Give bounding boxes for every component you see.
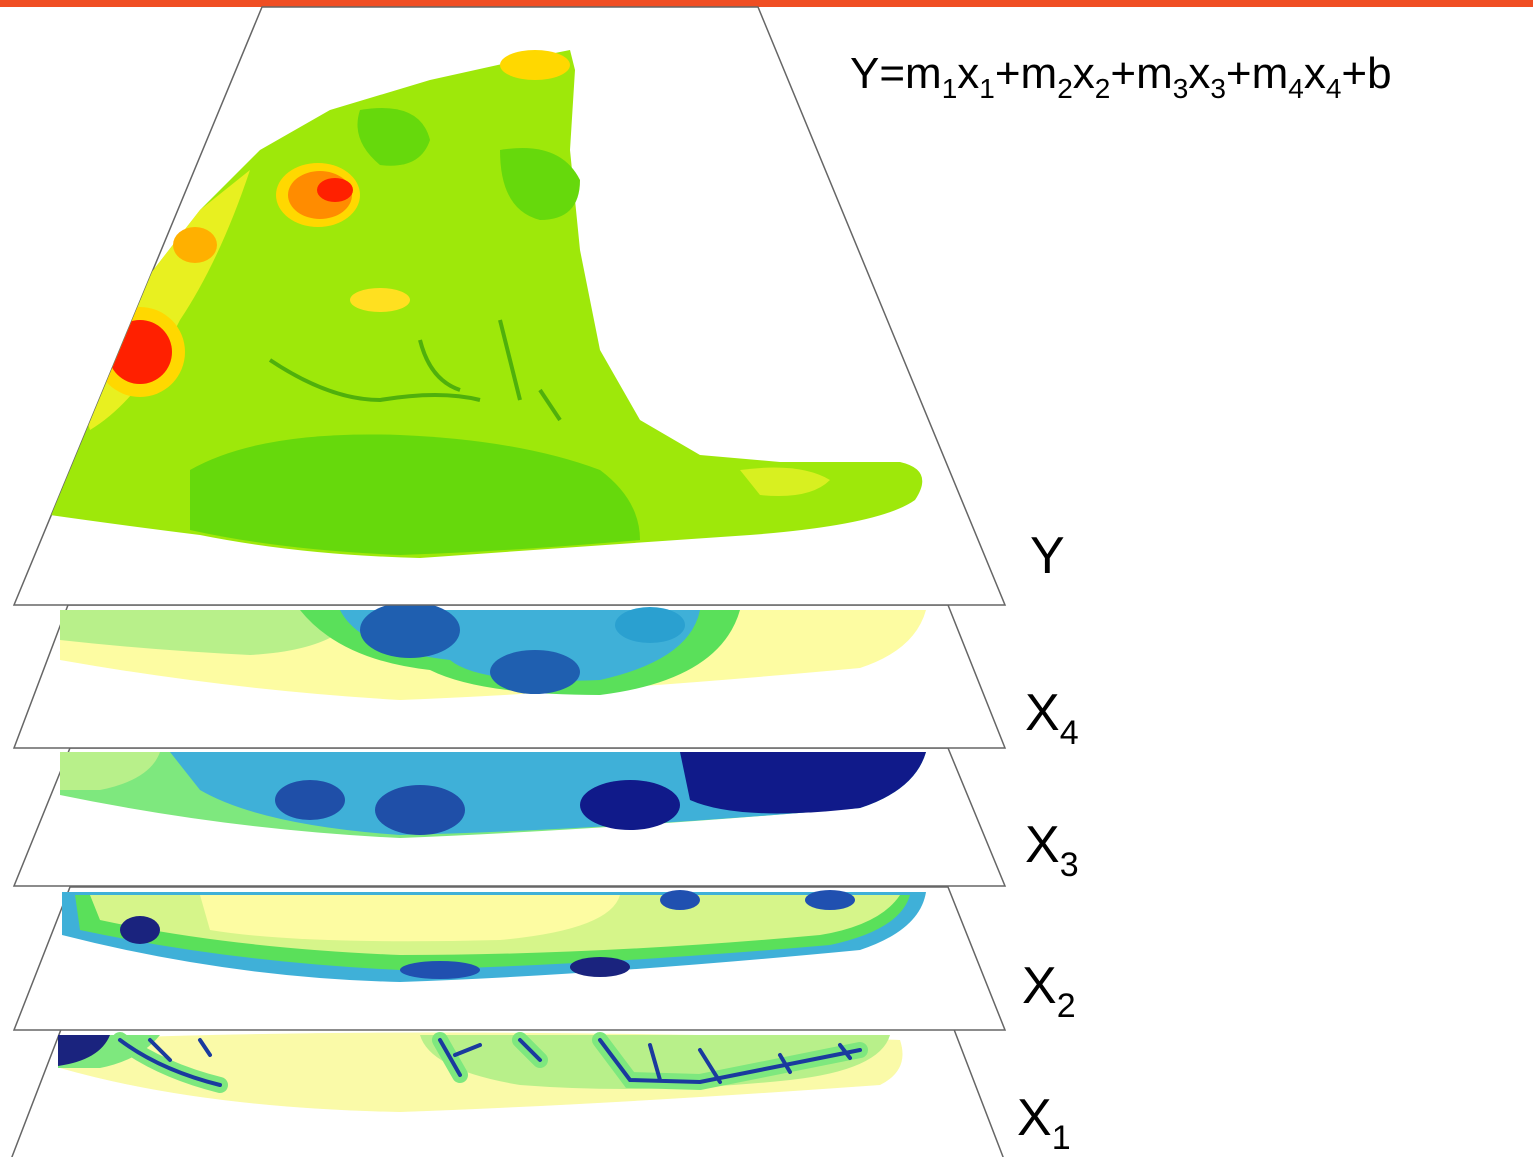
equation-part: 4 [1326,73,1342,104]
diagram: Y X4 X3 X2 X1 Y=m1x1+m2x2+m3x3+m4x4+b [0,0,1533,1157]
equation-part: 1 [979,73,995,104]
equation-part: Y=m [850,49,942,98]
equation-part: x [1304,49,1326,98]
layer-label: Y [1030,527,1065,585]
equation-part: +m [995,49,1057,98]
top-bar [0,0,1533,7]
equation-part: 3 [1173,73,1189,104]
layer-x3 [14,748,1005,886]
layer-label: X3 [1025,816,1079,884]
equation-part: 2 [1057,73,1073,104]
equation-part: x [957,49,979,98]
layer-x2 [14,887,1005,1030]
layer-label: X2 [1022,957,1076,1025]
layer-label: X4 [1025,684,1079,752]
equation-part: 2 [1095,73,1111,104]
equation-part: 4 [1288,73,1304,104]
equation-part: x [1073,49,1095,98]
equation-part: 3 [1210,73,1226,104]
layer-label: X1 [1017,1089,1071,1157]
equation-part: +m [1226,49,1288,98]
equation: Y=m1x1+m2x2+m3x3+m4x4+b [850,49,1392,104]
page: Y X4 X3 X2 X1 Y=m1x1+m2x2+m3x3+m4x4+b ((… [0,0,1533,1157]
equation-part: +b [1341,49,1391,98]
layer-x4 [14,602,1005,748]
equation-part: 1 [942,73,958,104]
equation-part: +m [1110,49,1172,98]
equation-part: x [1188,49,1210,98]
